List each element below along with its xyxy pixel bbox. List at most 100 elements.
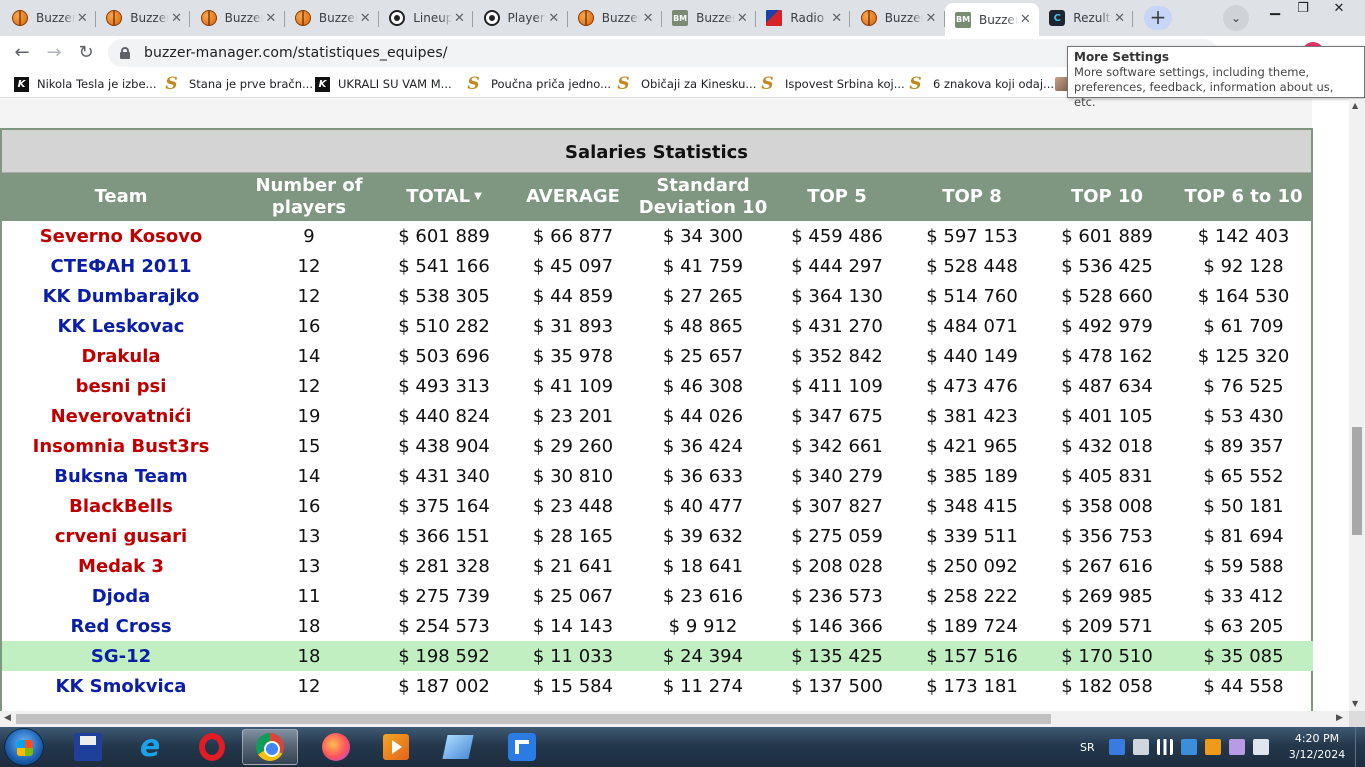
bookmark-item[interactable]: S Ispovest Srbina koj... xyxy=(760,74,904,94)
cell-team[interactable]: Red Cross xyxy=(70,615,172,637)
bookmark-item[interactable]: S Običaji za Kinesku... xyxy=(616,74,756,94)
cell-top5: $ 275 059 xyxy=(791,525,883,547)
col-header-average[interactable]: AVERAGE xyxy=(510,173,636,221)
scroll-down-arrow-icon[interactable]: ▼ xyxy=(1352,699,1359,708)
taskbar-save-app[interactable] xyxy=(60,729,116,765)
lock-icon[interactable] xyxy=(120,47,130,59)
device-icon[interactable] xyxy=(1132,739,1149,755)
restore-icon[interactable]: ❐ xyxy=(1297,1,1309,16)
taskbar-app[interactable] xyxy=(494,729,550,765)
cell-team[interactable]: crveni gusari xyxy=(54,525,188,547)
bookmark-partial[interactable] xyxy=(1055,74,1069,94)
cell-team[interactable]: BlackBells xyxy=(69,495,173,517)
cell-team[interactable]: KK Leskovac xyxy=(57,315,185,337)
vertical-scroll-thumb[interactable] xyxy=(1352,427,1362,535)
col-header-top5[interactable]: TOP 5 xyxy=(770,173,904,221)
tab-close-icon[interactable]: ✕ xyxy=(265,10,277,26)
cell-team[interactable]: Drakula xyxy=(81,345,161,367)
taskbar-opera[interactable] xyxy=(184,729,240,765)
vertical-scrollbar[interactable]: ▲ ▼ xyxy=(1349,99,1365,711)
bookmark-item[interactable]: S Stana je prve bračn... xyxy=(164,74,313,94)
cell-team[interactable]: Severno Kosovo xyxy=(39,225,203,247)
back-arrow-icon[interactable]: ← xyxy=(14,42,30,63)
pen-icon[interactable] xyxy=(1228,739,1245,755)
tab-close-icon[interactable]: ✕ xyxy=(171,10,183,26)
col-header-team[interactable]: Team xyxy=(2,173,240,221)
browser-tab[interactable]: Buzzer ✕ xyxy=(568,3,662,33)
tab-close-icon[interactable]: ✕ xyxy=(76,10,88,26)
col-header-players[interactable]: Number of players xyxy=(240,173,378,221)
camera-icon[interactable] xyxy=(1180,739,1197,755)
tab-close-icon[interactable]: ✕ xyxy=(359,10,371,26)
taskbar-clock[interactable]: 4:20 PM 3/12/2024 xyxy=(1282,731,1352,763)
cell-team[interactable]: KK Dumbarajko xyxy=(42,285,200,307)
cell-team[interactable]: Medak 3 xyxy=(78,555,164,577)
salaries-statistics-panel: Salaries Statistics Team Number of playe… xyxy=(0,128,1313,711)
show-desktop-button[interactable] xyxy=(1355,727,1365,767)
cell-team[interactable]: Buksna Team xyxy=(54,465,188,487)
address-url[interactable]: buzzer-manager.com/statistiques_equipes/ xyxy=(144,45,448,61)
bookmark-item[interactable]: S Poučna priča jedno... xyxy=(466,74,611,94)
cell-team[interactable]: SG-12 xyxy=(2,641,240,671)
signal-bars-icon[interactable] xyxy=(1156,739,1173,755)
minimize-icon[interactable]: ▁ xyxy=(1270,1,1280,16)
bookmark-item[interactable]: K Nikola Tesla je izbe... xyxy=(14,74,157,94)
cell-team[interactable]: KK Smokvica xyxy=(55,675,187,697)
tab-close-icon[interactable]: ✕ xyxy=(454,10,465,26)
tab-close-icon[interactable]: ✕ xyxy=(1019,12,1031,27)
col-header-top8[interactable]: TOP 8 xyxy=(904,173,1040,221)
tab-close-icon[interactable]: ✕ xyxy=(548,10,560,26)
scroll-left-arrow-icon[interactable]: ◀ xyxy=(4,713,11,723)
tab-search-chevron-icon[interactable]: ⌄ xyxy=(1223,5,1249,31)
cell-team[interactable]: Djoda xyxy=(91,585,151,607)
browser-tab[interactable]: Buzzer ✕ xyxy=(851,3,945,33)
bookmark-item[interactable]: S 6 znakova koji odaj... xyxy=(908,74,1054,94)
cell-team[interactable]: Insomnia Bust3rs xyxy=(32,435,210,457)
browser-tab[interactable]: Buzzer ✕ xyxy=(2,3,96,33)
tab-close-icon[interactable]: ✕ xyxy=(642,10,654,26)
browser-tab[interactable]: BM Buzzer ✕ xyxy=(662,3,757,33)
browser-tab[interactable]: Lineup ✕ xyxy=(379,3,474,33)
taskbar-firefox[interactable] xyxy=(308,729,364,765)
taskbar-notes[interactable] xyxy=(430,729,486,765)
browser-tab[interactable]: Buzzer ✕ xyxy=(285,3,379,33)
tab-close-icon[interactable]: ✕ xyxy=(736,10,748,26)
tab-close-icon[interactable]: ✕ xyxy=(1114,10,1126,26)
browser-tab[interactable]: Radio ✕ xyxy=(756,3,851,33)
bookmark-item[interactable]: K UKRALI SU VAM M... xyxy=(315,74,452,94)
browser-tab[interactable]: Players✕ xyxy=(474,3,568,33)
col-header-stddev[interactable]: Standard Deviation 10 xyxy=(636,173,770,221)
reload-icon[interactable]: ↻ xyxy=(78,42,94,63)
tab-close-icon[interactable]: ✕ xyxy=(925,10,937,26)
taskbar-media-player[interactable] xyxy=(368,729,424,765)
cell-team[interactable]: СТЕФАН 2011 xyxy=(50,255,192,277)
cell-total: $ 440 824 xyxy=(398,405,490,427)
col-header-total[interactable]: TOTAL ▼ xyxy=(378,173,510,221)
tab-close-icon[interactable]: ✕ xyxy=(831,10,843,26)
shield-x-icon[interactable] xyxy=(1204,739,1221,755)
close-window-icon[interactable]: ✕ xyxy=(1333,1,1345,16)
taskbar-internet-explorer[interactable]: e xyxy=(122,729,178,765)
new-tab-button[interactable]: + xyxy=(1144,6,1172,30)
language-indicator[interactable]: SR xyxy=(1080,740,1095,754)
sort-descending-icon[interactable]: ▼ xyxy=(474,191,482,202)
forward-arrow-icon[interactable]: → xyxy=(46,42,62,63)
horizontal-scroll-thumb[interactable] xyxy=(16,714,1051,724)
speaker-icon[interactable] xyxy=(1252,739,1269,755)
cell-team[interactable]: besni psi xyxy=(75,375,167,397)
col-header-top10[interactable]: TOP 10 xyxy=(1040,173,1174,221)
browser-tab[interactable]: Buzzer ✕ xyxy=(96,3,191,33)
system-tray: SR xyxy=(1080,727,1277,767)
scroll-up-arrow-icon[interactable]: ▲ xyxy=(1352,101,1359,110)
scroll-right-arrow-icon[interactable]: ▶ xyxy=(1336,713,1343,723)
network-grid-icon[interactable] xyxy=(1108,739,1125,755)
start-button[interactable] xyxy=(4,728,44,766)
browser-tab[interactable]: Buzzer ✕ xyxy=(191,3,285,33)
horizontal-scrollbar[interactable]: ◀ ▶ xyxy=(0,711,1349,727)
taskbar-chrome[interactable] xyxy=(242,729,298,765)
browser-tab[interactable]: BM Buzzer ✕ xyxy=(945,3,1039,36)
cell-team[interactable]: Neverovatnići xyxy=(50,405,192,427)
col-header-top6-10[interactable]: TOP 6 to 10 xyxy=(1174,173,1313,221)
browser-tab[interactable]: C Rezult ✕ xyxy=(1039,3,1134,33)
address-bar[interactable]: buzzer-manager.com/statistiques_equipes/ xyxy=(108,39,1218,67)
